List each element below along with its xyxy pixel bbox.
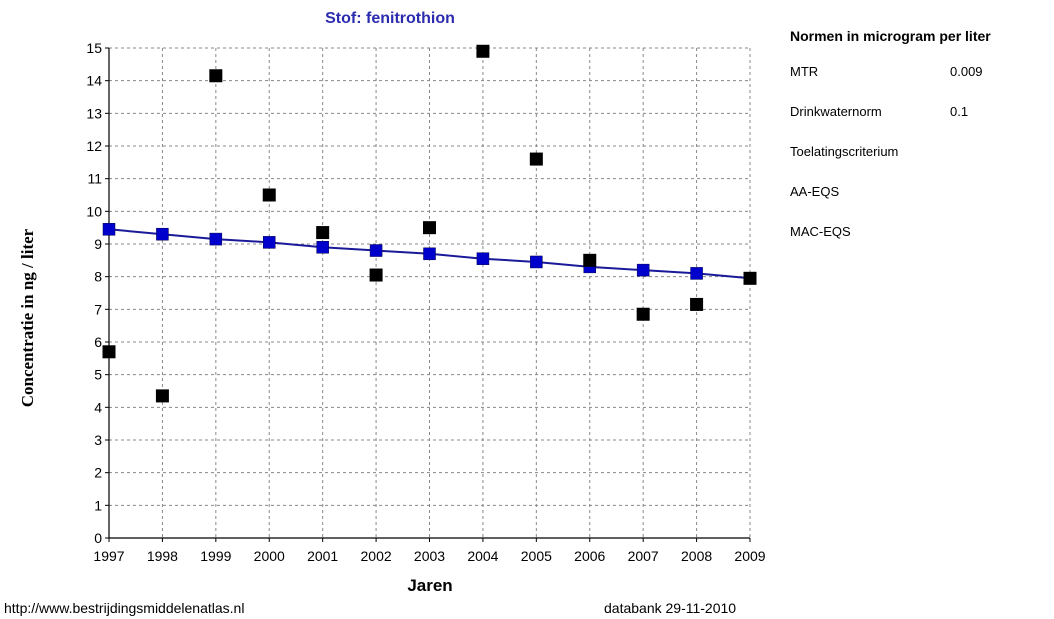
y-tick-label: 10 xyxy=(86,203,102,219)
norm-row-mtr: MTR 0.009 xyxy=(790,64,1052,84)
measurement-point xyxy=(262,188,276,202)
trend-point xyxy=(476,252,490,265)
y-tick-label: 0 xyxy=(94,530,102,546)
measurement-point xyxy=(369,268,383,282)
norm-name: MAC-EQS xyxy=(790,224,851,239)
measurement-point xyxy=(743,271,757,285)
chart-title: Stof: fenitrothion xyxy=(325,10,455,27)
x-tick-label: 2005 xyxy=(521,548,552,564)
trend-point xyxy=(369,244,383,257)
measurement-point xyxy=(690,297,704,311)
norms-panel: Normen in microgram per liter MTR 0.009 … xyxy=(790,28,1052,244)
y-tick-label: 13 xyxy=(86,105,102,121)
x-tick-label: 2002 xyxy=(361,548,392,564)
trend-series xyxy=(102,223,757,285)
norm-name: Toelatingscriterium xyxy=(790,144,899,159)
trend-point xyxy=(263,236,276,249)
measurement-point xyxy=(102,345,116,359)
trend-point xyxy=(209,232,223,246)
y-tick-label: 15 xyxy=(86,40,102,56)
source-url: http://www.bestrijdingsmiddelenatlas.nl xyxy=(4,600,245,616)
y-tick-label: 1 xyxy=(94,497,102,513)
y-tick-label: 3 xyxy=(94,432,102,448)
norm-name: Drinkwaternorm xyxy=(790,104,882,119)
measurement-point xyxy=(583,253,597,267)
databank-date: databank 29-11-2010 xyxy=(604,600,737,616)
norm-value: 0.009 xyxy=(950,64,983,79)
measurement-point xyxy=(529,152,543,166)
y-tick-label: 11 xyxy=(87,171,102,187)
x-tick-label: 2006 xyxy=(574,548,605,564)
y-axis-label: Concentratie in ng / liter xyxy=(18,228,37,408)
norm-name: MTR xyxy=(790,64,819,79)
axes xyxy=(105,47,751,542)
trend-point xyxy=(423,247,436,261)
trend-point xyxy=(156,227,169,241)
trend-point xyxy=(636,263,650,277)
x-tick-label: 2003 xyxy=(414,548,445,564)
measurement-point xyxy=(476,44,490,58)
measurement-point xyxy=(155,389,169,403)
x-tick-label: 2000 xyxy=(254,548,285,564)
x-tick-label: 1998 xyxy=(147,548,178,564)
measurement-point xyxy=(636,307,650,321)
norm-row-drinkwaternorm: Drinkwaternorm 0.1 xyxy=(790,104,1052,124)
y-tick-label: 7 xyxy=(94,301,102,317)
y-tick-label: 12 xyxy=(86,138,102,154)
y-tick-label: 9 xyxy=(94,236,102,252)
norm-name: AA-EQS xyxy=(790,184,840,199)
measurement-point xyxy=(316,226,330,240)
x-tick-label: 1997 xyxy=(93,548,124,564)
norm-row-mac-eqs: MAC-EQS xyxy=(790,224,1052,244)
measurement-point xyxy=(209,69,223,83)
norm-row-toelatingscriterium: Toelatingscriterium xyxy=(790,144,1052,164)
trend-point xyxy=(102,223,116,236)
y-tick-label: 8 xyxy=(94,269,102,285)
norm-row-aa-eqs: AA-EQS xyxy=(790,184,1052,204)
y-tick-label: 6 xyxy=(94,334,102,350)
x-tick-label: 2001 xyxy=(307,548,338,564)
measurement-series xyxy=(102,44,757,403)
norm-value: 0.1 xyxy=(950,104,969,119)
x-tick-label: 2007 xyxy=(628,548,659,564)
grid-lines xyxy=(109,47,751,538)
x-tick-label: 2008 xyxy=(681,548,712,564)
x-tick-label: 2009 xyxy=(734,548,765,564)
y-tick-label: 14 xyxy=(86,73,102,89)
y-tick-label: 4 xyxy=(94,399,102,415)
y-tick-label: 5 xyxy=(94,367,102,383)
measurement-point xyxy=(423,221,436,235)
trend-point xyxy=(690,267,703,280)
trend-point xyxy=(316,241,329,254)
x-tick-label: 1999 xyxy=(200,548,231,564)
x-tick-label: 2004 xyxy=(467,548,498,564)
x-axis-label: Jaren xyxy=(407,576,453,595)
norms-title: Normen in microgram per liter xyxy=(790,28,991,44)
trend-point xyxy=(530,255,543,269)
y-tick-label: 2 xyxy=(94,465,102,481)
